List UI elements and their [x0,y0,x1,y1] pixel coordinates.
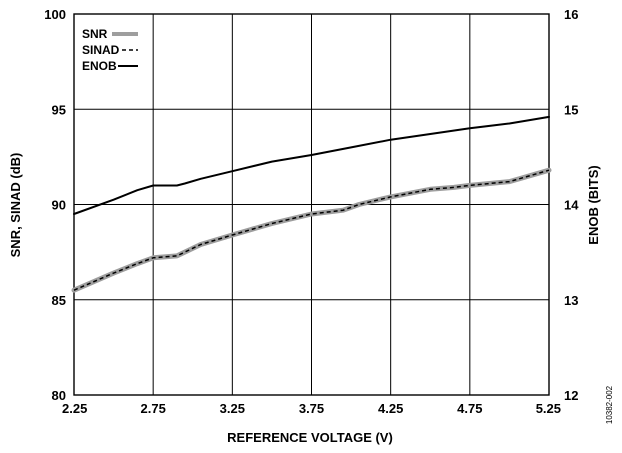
legend: SNR SINAD ENOB [82,27,138,73]
y-tick-label: 95 [52,102,66,117]
legend-label-snr: SNR [82,27,108,41]
y2-tick-label: 16 [564,7,578,22]
gridlines [73,13,550,396]
y-tick-label: 90 [52,198,66,213]
y-tick-label: 80 [52,388,66,403]
legend-label-enob: ENOB [82,59,117,73]
tick-labels: 2.25 2.75 3.25 3.75 4.25 4.75 5.25 80 85 90 95 100 1… [44,7,579,416]
figure-id: 10382-002 [605,385,614,424]
series-line-enob [73,115,550,215]
series-layer [71,115,552,293]
series-line-snr [71,167,552,293]
y-tick-label: 85 [52,293,66,308]
x-tick-label: 3.25 [220,401,245,416]
plot-frame [73,13,550,396]
y2-tick-label: 12 [564,388,578,403]
y-tick-label: 100 [44,7,66,22]
legend-label-sinad: SINAD [82,43,120,57]
y2-tick-label: 13 [564,293,578,308]
y2-tick-label: 15 [564,102,578,117]
x-tick-label: 5.25 [536,401,561,416]
x-tick-label: 2.75 [141,401,166,416]
x-tick-label: 3.75 [299,401,324,416]
x-axis-title: REFERENCE VOLTAGE (V) [227,430,393,445]
y-axis-title: SNR, SINAD (dB) [8,153,23,258]
x-tick-label: 4.25 [378,401,403,416]
x-tick-label: 4.75 [457,401,482,416]
y2-tick-label: 14 [564,198,579,213]
x-tick-label: 2.25 [62,401,87,416]
y2-axis-title: ENOB (BITS) [586,165,601,244]
